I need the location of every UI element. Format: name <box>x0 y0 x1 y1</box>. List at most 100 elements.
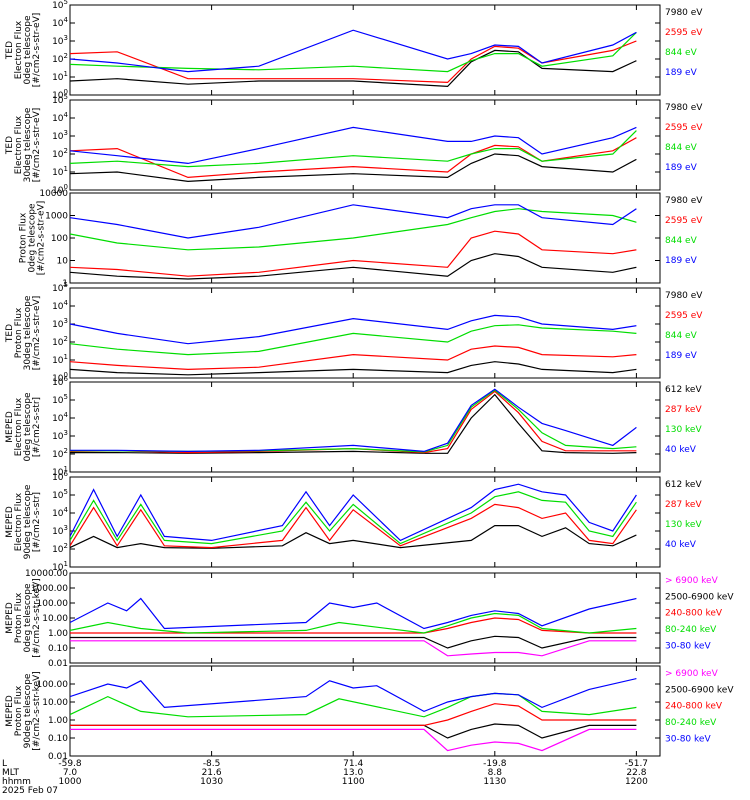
series-line <box>70 230 637 277</box>
series-line <box>70 491 637 545</box>
y-tick-label: 10 <box>57 257 69 267</box>
series-line <box>70 253 637 280</box>
y-axis-label: [#/cm2-s-str-eV] <box>37 201 47 276</box>
footer-row-label: hhmm <box>2 777 31 787</box>
series-line <box>70 314 637 345</box>
y-axis-label: 90deg telescope <box>23 484 33 559</box>
y-tick-label: 1.00 <box>48 716 68 726</box>
series-line <box>70 40 637 84</box>
y-axis-label: Electron Flux <box>14 115 24 174</box>
y-tick-label: 100 <box>52 88 68 101</box>
y-tick-label: 104 <box>52 111 68 124</box>
y-tick-label: 10.00 <box>42 698 68 708</box>
y-tick-label: 100 <box>52 183 68 196</box>
footer-tick-l: -8.5 <box>203 759 221 769</box>
series-line <box>70 612 637 634</box>
y-tick-label: 1 <box>62 279 68 289</box>
series-line <box>70 483 637 542</box>
y-tick-label: 100 <box>52 371 68 384</box>
footer-tick-hhmm: 1000 <box>59 777 82 787</box>
panel-frame <box>69 572 661 664</box>
y-axis-label: [#/cm2-s-str] <box>32 492 42 552</box>
series-line <box>70 678 637 713</box>
y-tick-label: 102 <box>52 335 68 348</box>
legend-entry: 240-800 keV <box>665 609 723 619</box>
legend-entry: 2500-6900 keV <box>665 685 734 695</box>
y-axis-label: MEPED <box>5 602 15 634</box>
y-axis-label: 0deg telescope <box>23 583 33 653</box>
legend-entry: 844 eV <box>665 143 698 153</box>
series-line <box>70 324 637 356</box>
y-tick-label: 105 <box>52 281 68 294</box>
legend-entry: 80-240 keV <box>665 625 717 635</box>
legend-entry: 844 eV <box>665 48 698 58</box>
y-tick-label: 103 <box>52 129 68 142</box>
legend-entry: 7980 eV <box>665 8 703 18</box>
legend-entry: 7980 eV <box>665 103 703 113</box>
y-tick-label: 103 <box>52 524 68 537</box>
y-tick-label: 101 <box>52 165 68 178</box>
legend-entry: 189 eV <box>665 351 698 361</box>
y-tick-label: 100 <box>51 234 68 244</box>
y-axis-label: [#/cm2-s-str-eV] <box>32 296 42 371</box>
y-tick-label: 100.00 <box>37 599 69 609</box>
legend-entry: 844 eV <box>665 236 698 246</box>
y-axis-label: Electron Flux <box>14 20 24 79</box>
footer-tick-mlt: 13.0 <box>343 768 363 778</box>
y-axis-label: 0deg telescope <box>28 203 38 273</box>
y-tick-label: 101 <box>52 465 68 478</box>
legend-entry: > 6900 keV <box>665 576 719 586</box>
y-axis-label: [#/cm2-s-str-eV] <box>32 13 42 88</box>
y-tick-label: 104 <box>52 299 68 312</box>
footer-tick-hhmm: 1130 <box>483 777 506 787</box>
y-axis-label: MEPED <box>5 695 15 727</box>
series-line <box>70 345 637 371</box>
series-line <box>70 703 637 727</box>
y-tick-label: 106 <box>52 470 68 483</box>
y-tick-label: 10000.00 <box>25 569 68 579</box>
series-line <box>70 31 637 73</box>
legend-entry: 2595 eV <box>665 311 703 321</box>
footer-tick-mlt: 22.8 <box>626 768 646 778</box>
series-line <box>70 208 637 251</box>
y-axis-label: 0deg telescope <box>23 392 33 462</box>
legend-entry: 189 eV <box>665 68 698 78</box>
legend-entry: 189 eV <box>665 163 698 173</box>
panel-frame <box>69 287 661 379</box>
y-axis-label: 90deg telescope <box>23 673 33 748</box>
series-line <box>70 524 637 549</box>
y-axis-label: [#/cm2-s-str] <box>32 397 42 457</box>
y-axis-label: Proton Flux <box>14 685 24 736</box>
y-axis-label: MEPED <box>5 506 15 538</box>
legend-entry: > 6900 keV <box>665 669 719 679</box>
y-axis-label: Proton Flux <box>14 307 24 358</box>
y-axis-label: [#/cm2-s-str-keV] <box>32 578 42 657</box>
y-tick-label: 105 <box>52 0 68 11</box>
panel-4: 100 101 102 103 104 105 TED Proton Flux 30deg te… <box>5 281 703 384</box>
legend-entry: 189 eV <box>665 256 698 266</box>
y-axis-label: [#/cm2-s-str-eV] <box>32 108 42 183</box>
y-tick-label: 106 <box>52 375 68 388</box>
footer-tick-l: 71.4 <box>343 759 363 769</box>
panel-frame <box>69 99 661 191</box>
legend-entry: 612 keV <box>665 480 702 490</box>
series-line <box>70 640 637 657</box>
y-axis-label: TED <box>5 41 15 60</box>
y-tick-label: 100.00 <box>37 680 69 690</box>
series-line <box>70 153 637 183</box>
series-line <box>70 393 637 454</box>
legend-entry: 7980 eV <box>665 196 703 206</box>
legend-entry: 612 keV <box>665 385 702 395</box>
series-line <box>70 137 637 179</box>
panel-2: 100 101 102 103 104 105 TED Electron Flux 30deg … <box>5 93 703 196</box>
series-line <box>70 130 637 168</box>
y-tick-label: 104 <box>52 411 68 424</box>
legend-entry: 844 eV <box>665 331 698 341</box>
panel-3: 1 10 100 1000 10000 Proton Flux 0deg telescope… <box>19 189 704 289</box>
legend-entry: 287 keV <box>665 500 702 510</box>
y-axis-label: 0deg telescope <box>23 15 33 85</box>
footer-tick-mlt: 7.0 <box>63 768 78 778</box>
footer-tick-l: -51.7 <box>625 759 648 769</box>
y-tick-label: 10.00 <box>42 614 68 624</box>
y-axis-label: 30deg telescope <box>23 295 33 370</box>
